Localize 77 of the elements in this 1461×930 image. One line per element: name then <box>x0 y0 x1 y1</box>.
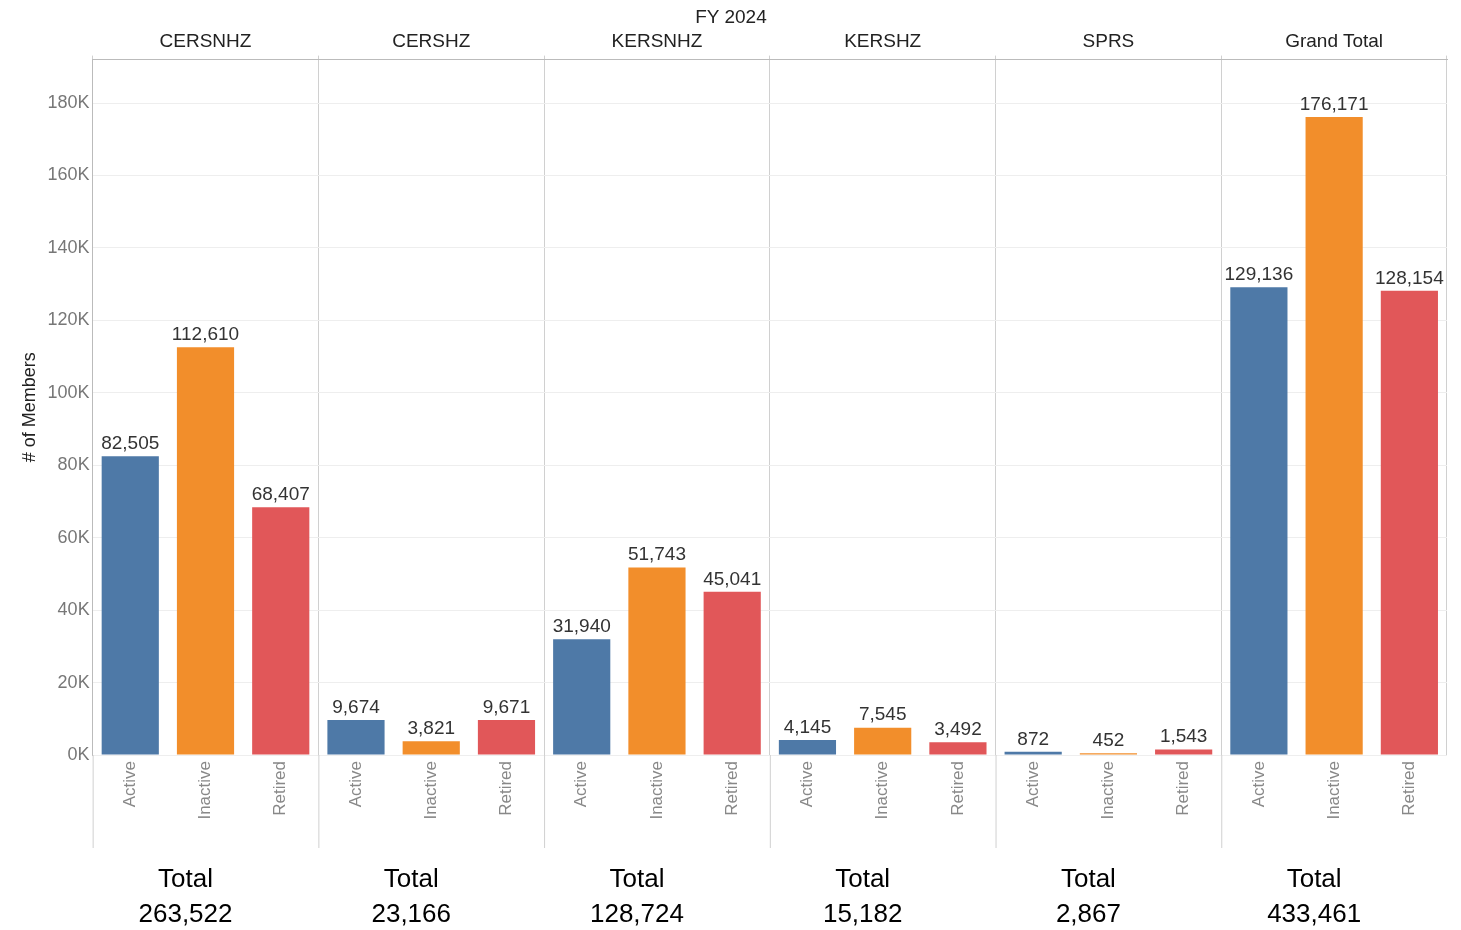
data-label: 176,171 <box>1299 92 1369 114</box>
bar <box>929 742 987 755</box>
bar <box>553 639 611 755</box>
text: Active <box>1022 761 1042 808</box>
text: Inactive <box>872 761 892 820</box>
data-label: 128,154 <box>1375 266 1445 288</box>
text: Total 23,166 <box>371 863 451 929</box>
y-tick-label: 60K <box>57 526 90 547</box>
bar <box>628 567 686 755</box>
data-label: 112,610 <box>171 322 240 344</box>
y-tick-label: 20K <box>57 671 90 692</box>
x-tick-label: CERSNHZ <box>159 30 252 52</box>
data-label: 1,543 <box>1159 725 1208 747</box>
text: Active <box>797 761 817 808</box>
y-tick-label: 40K <box>57 599 90 620</box>
x-tick-label: KERSHZ <box>844 30 922 52</box>
x-tick-label: Grand Total <box>1285 30 1384 52</box>
data-label: 452 <box>1092 729 1125 751</box>
text: Total 15,182 <box>822 863 903 929</box>
text: Total 2,867 <box>1055 863 1121 929</box>
text: Active <box>345 761 365 808</box>
bar <box>1305 116 1363 755</box>
bar <box>327 719 385 755</box>
data-label: 9,671 <box>482 695 531 717</box>
text: Inactive <box>195 761 215 820</box>
text: Retired <box>1399 761 1419 816</box>
bar <box>1155 749 1213 755</box>
bar <box>1380 290 1438 755</box>
text: Retired <box>270 761 290 816</box>
bar <box>1230 287 1288 755</box>
bar <box>477 719 536 755</box>
x-tick-label: KERSNHZ <box>611 30 703 52</box>
text: Inactive <box>1323 761 1343 820</box>
y-tick-label: 140K <box>47 236 90 257</box>
text: Retired <box>1173 761 1193 816</box>
bar <box>1004 751 1062 755</box>
text: Total 128,724 <box>589 863 684 929</box>
y-tick-label: 180K <box>47 92 90 113</box>
chart-title: FY 2024 <box>695 5 768 27</box>
text: Retired <box>947 761 967 816</box>
bar <box>778 739 837 755</box>
bar <box>252 507 310 755</box>
y-tick-label: 120K <box>47 309 90 330</box>
bar <box>402 741 460 755</box>
y-tick-label: 0K <box>67 743 90 764</box>
y-tick-label: 160K <box>47 164 90 185</box>
text: Active <box>571 761 591 808</box>
bar <box>101 456 159 755</box>
y-axis-title: # of Members <box>18 352 39 463</box>
text: Inactive <box>1098 761 1118 820</box>
x-tick-label: SPRS <box>1082 30 1135 52</box>
text: Retired <box>496 761 516 816</box>
text: Inactive <box>646 761 666 820</box>
data-label: 51,743 <box>627 543 687 565</box>
data-label: 3,821 <box>407 716 455 738</box>
data-label: 82,505 <box>101 431 160 453</box>
data-label: 4,145 <box>783 715 832 737</box>
text: Active <box>1248 761 1268 808</box>
bar <box>176 347 235 755</box>
data-label: 45,041 <box>703 567 762 589</box>
data-label: 9,674 <box>332 695 381 717</box>
text: Inactive <box>420 761 440 820</box>
text: Retired <box>721 761 741 816</box>
data-label: 7,545 <box>858 703 907 725</box>
text: Total 263,522 <box>138 863 233 929</box>
data-label: 872 <box>1017 727 1050 749</box>
bar <box>854 727 912 755</box>
data-label: 3,492 <box>934 718 982 740</box>
y-tick-label: 80K <box>57 454 90 475</box>
text: Total 433,461 <box>1267 863 1362 929</box>
data-label: 68,407 <box>251 482 310 504</box>
data-label: 31,940 <box>552 615 611 637</box>
bar <box>703 591 761 755</box>
text: Active <box>119 761 139 808</box>
data-label: 129,136 <box>1224 263 1294 285</box>
y-tick-label: 100K <box>47 381 90 402</box>
x-tick-label: CERSHZ <box>392 30 471 52</box>
